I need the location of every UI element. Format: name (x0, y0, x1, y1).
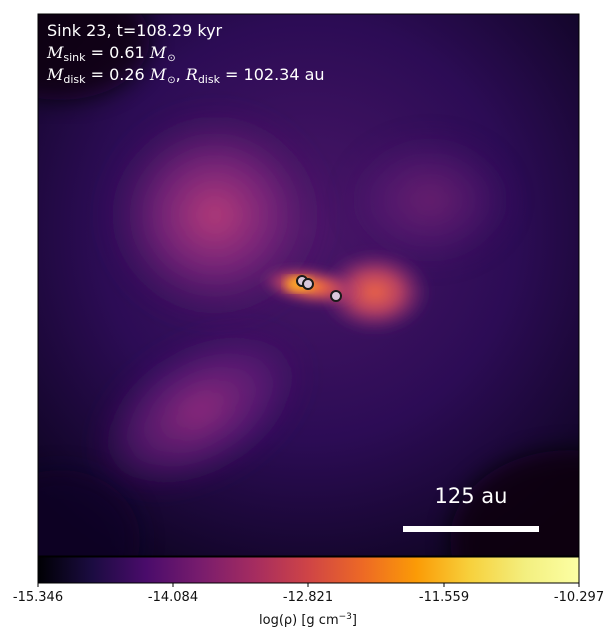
colorbar-tick-label: -11.559 (418, 590, 470, 605)
image-frame (37, 13, 580, 557)
scale-bar-label: 125 au (434, 484, 508, 508)
rdisk-symbol: R (185, 65, 198, 84)
sink-title: Sink 23, t=108.29 kyr (47, 21, 223, 40)
sink-particle-marker (330, 290, 342, 302)
colorbar (38, 557, 579, 583)
scale-bar (403, 526, 539, 532)
colorbar-tick-label: -10.297 (553, 590, 605, 605)
mdisk-sub: disk (63, 73, 86, 86)
msink-value: = 0.61 (85, 43, 150, 62)
mdisk-symbol: M (47, 65, 64, 84)
sink-particle-marker (302, 278, 314, 290)
msink-symbol: M (47, 43, 64, 62)
colorbar-tick-label: -14.084 (147, 590, 199, 605)
solar-symbol: ⊙ (167, 75, 176, 86)
colorbar-ticks (37, 583, 580, 587)
density-image (38, 14, 579, 556)
mdisk-unit: M (149, 65, 167, 84)
sink-markers (296, 275, 342, 302)
rdisk-sub: disk (197, 73, 220, 86)
solar-symbol: ⊙ (167, 53, 176, 64)
rdisk-value: = 102.34 au (219, 65, 325, 84)
msink-unit: M (149, 43, 167, 62)
colorbar-tick-label: -12.821 (282, 590, 334, 605)
mdisk-value: = 0.26 (85, 65, 150, 84)
msink-sub: sink (63, 51, 86, 64)
disk-properties: Mdisk = 0.26 M⊙, Rdisk = 102.34 au (47, 64, 325, 92)
colorbar-label: log(ρ) [g cm−3] (259, 612, 357, 628)
colorbar-tick-label: -15.346 (12, 590, 64, 605)
sink-mass: Msink = 0.61 M⊙ (47, 42, 176, 70)
